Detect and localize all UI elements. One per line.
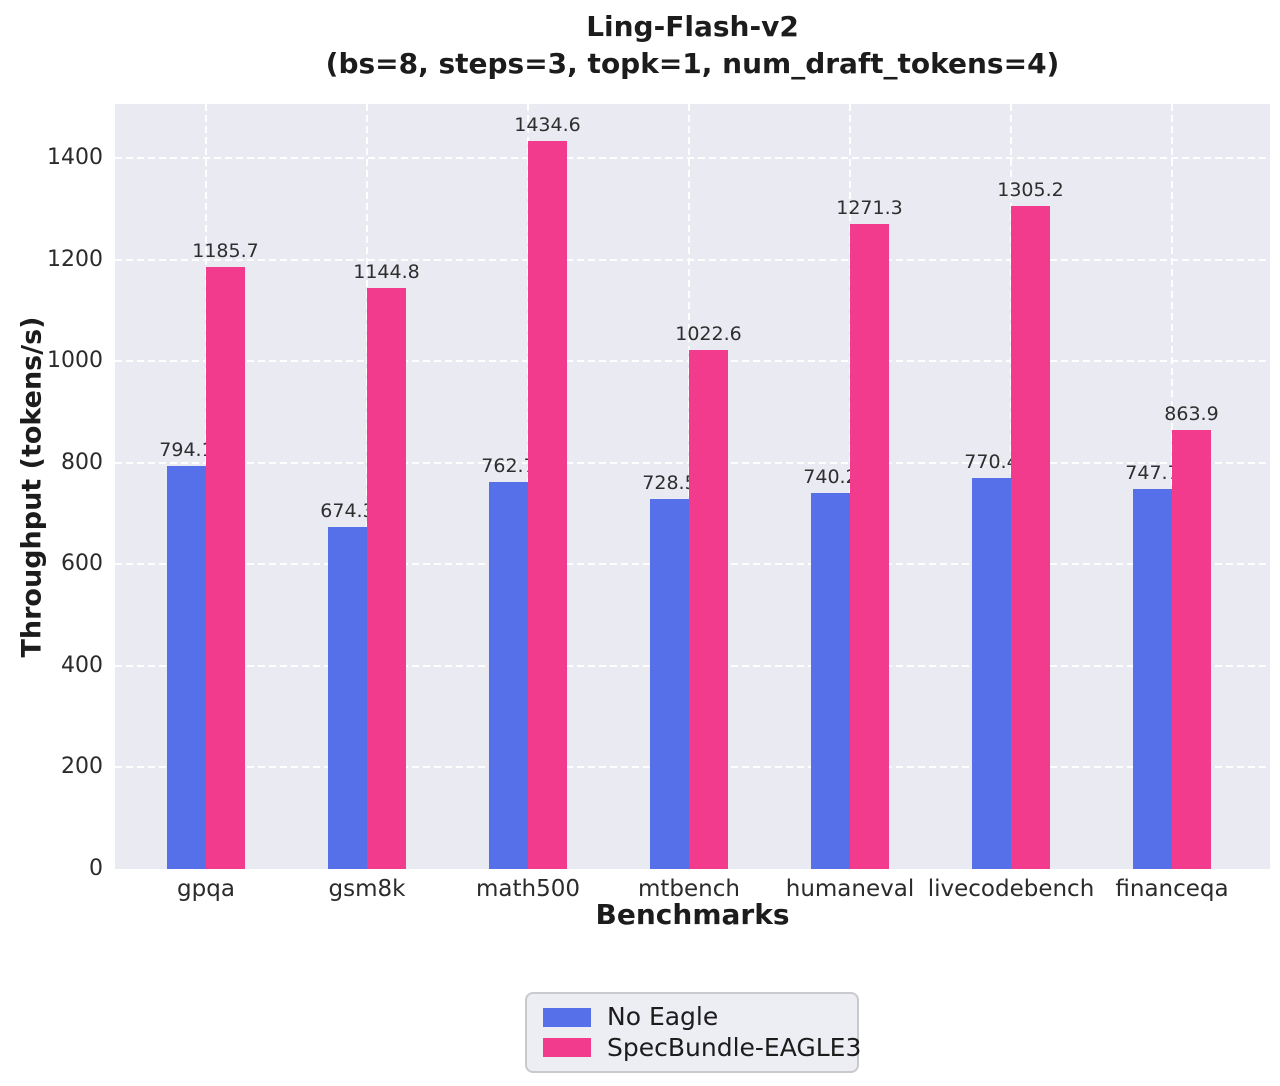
y-tick-label: 600 [61,551,103,577]
legend-label: No Eagle [607,1002,719,1032]
bar-value-label: 728.5 [642,472,697,495]
bar-value-label: 674.3 [320,499,375,522]
legend-swatch-no-eagle [543,1007,591,1027]
gridline-horizontal [115,157,1270,160]
y-tick-label: 1000 [47,348,103,374]
bar-value-label: 1305.2 [997,179,1064,202]
bar-value-label: 1144.8 [353,260,420,283]
bar-value-label: 1185.7 [192,240,259,263]
bar-value-label: 740.2 [803,466,858,489]
legend-swatch-specbundle-eagle3 [543,1038,591,1058]
bar-value-label: 1434.6 [514,113,581,136]
chart-title: Ling-Flash-v2 [586,10,799,43]
bar-no-eagle-gsm8k [328,526,367,869]
bar-specbundle-eagle3-humaneval [850,223,889,869]
bar-no-eagle-math500 [489,481,528,869]
bar-no-eagle-mtbench [650,499,689,869]
legend-label: SpecBundle-EAGLE3 [607,1032,862,1062]
x-tick-label-gsm8k: gsm8k [328,876,406,902]
chart-subtitle: (bs=8, steps=3, topk=1, num_draft_tokens… [325,47,1060,80]
legend: No Eagle SpecBundle-EAGLE3 [525,992,861,1073]
x-tick-label-financeqa: financeqa [1115,876,1229,902]
legend-item: SpecBundle-EAGLE3 [543,1033,861,1062]
chart-title-block: Ling-Flash-v2 (bs=8, steps=3, topk=1, nu… [115,8,1270,82]
bar-specbundle-eagle3-financeqa [1172,430,1211,869]
x-tick-label-math500: math500 [476,876,580,902]
bar-value-label: 1022.6 [675,322,742,345]
y-tick-label: 1200 [47,246,103,272]
bar-value-label: 794.1 [159,438,214,461]
y-tick-label: 400 [61,652,103,678]
bar-no-eagle-financeqa [1133,489,1172,869]
bar-specbundle-eagle3-gpqa [206,267,245,869]
y-tick-label: 1400 [47,145,103,171]
bar-no-eagle-gpqa [167,465,206,869]
x-tick-label-gpqa: gpqa [177,876,235,902]
bar-value-label: 863.9 [1164,403,1219,426]
bar-no-eagle-humaneval [811,493,850,869]
bar-specbundle-eagle3-mtbench [689,349,728,869]
bar-value-label: 1271.3 [836,196,903,219]
y-tick-label: 200 [61,754,103,780]
x-tick-label-humaneval: humaneval [785,876,915,902]
bar-specbundle-eagle3-gsm8k [367,287,406,869]
legend-item: No Eagle [543,1003,857,1031]
x-tick-label-livecodebench: livecodebench [927,876,1095,902]
bar-value-label: 747.7 [1125,462,1180,485]
y-tick-label: 0 [89,856,103,881]
bar-value-label: 770.4 [964,450,1019,473]
bar-specbundle-eagle3-math500 [528,140,567,869]
x-axis-label: Benchmarks [595,898,790,931]
bar-no-eagle-livecodebench [972,477,1011,869]
x-tick-label-mtbench: mtbench [638,876,740,902]
y-tick-label: 800 [61,449,103,475]
gridline-horizontal [115,258,1270,261]
bar-value-label: 762.7 [481,454,536,477]
bar-specbundle-eagle3-livecodebench [1011,206,1050,869]
